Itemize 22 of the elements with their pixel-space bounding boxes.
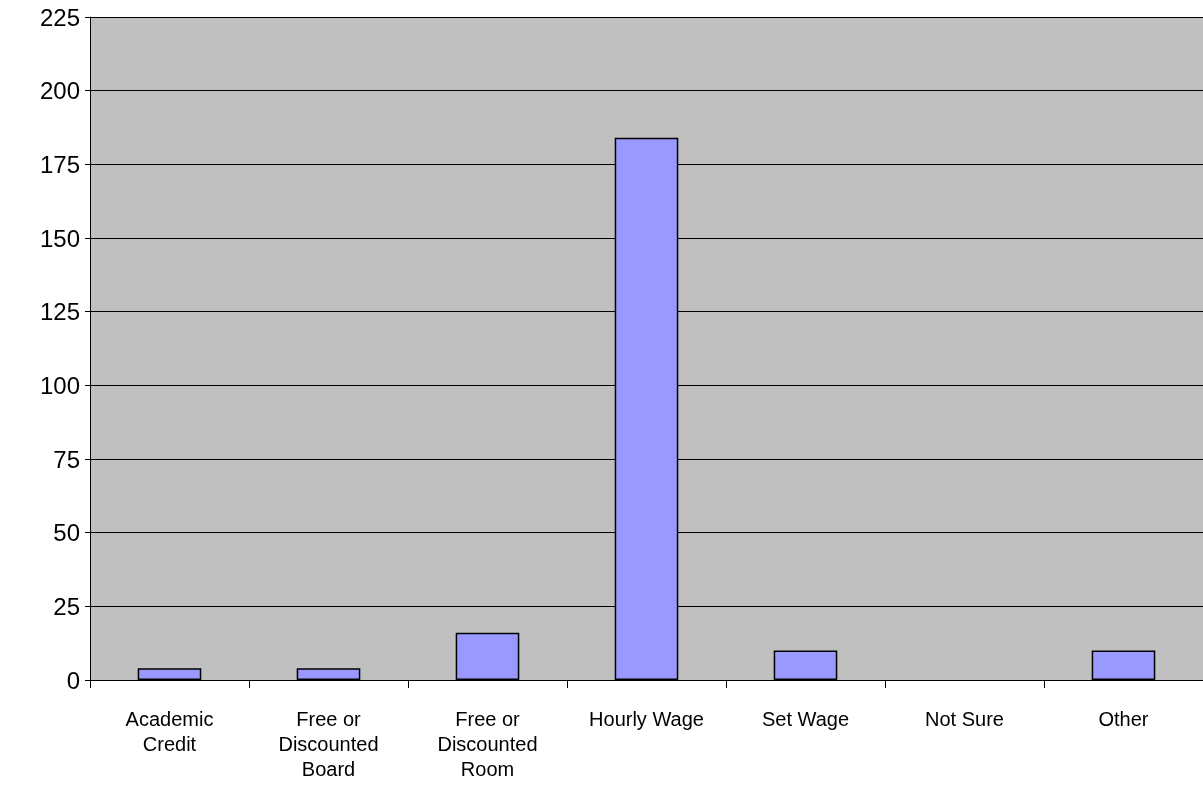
x-tick-label: Academic Credit [125, 707, 214, 755]
x-tick-label: Not Sure [925, 707, 1004, 730]
bar [773, 650, 838, 680]
y-tick-label: 25 [53, 592, 80, 620]
y-tick-label: 0 [66, 666, 80, 694]
y-tick-label: 75 [53, 445, 80, 473]
x-tick-label: Free or Discounted Room [437, 707, 538, 780]
bar [455, 632, 520, 680]
y-tick-label: 125 [39, 298, 80, 326]
y-tick-label: 150 [39, 224, 80, 252]
x-tick-label: Free or Discounted Board [278, 707, 379, 780]
bar [296, 668, 361, 680]
y-tick-label: 225 [39, 3, 80, 31]
bar [137, 668, 202, 680]
y-tick-label: 50 [53, 519, 80, 547]
y-tick-label: 200 [39, 77, 80, 105]
x-tick-label: Hourly Wage [589, 707, 704, 730]
bar [1091, 650, 1156, 680]
x-tick-label: Other [1098, 707, 1149, 730]
y-tick-label: 175 [39, 150, 80, 178]
y-tick-label: 100 [39, 371, 80, 399]
x-tick-label: Set Wage [761, 707, 850, 730]
